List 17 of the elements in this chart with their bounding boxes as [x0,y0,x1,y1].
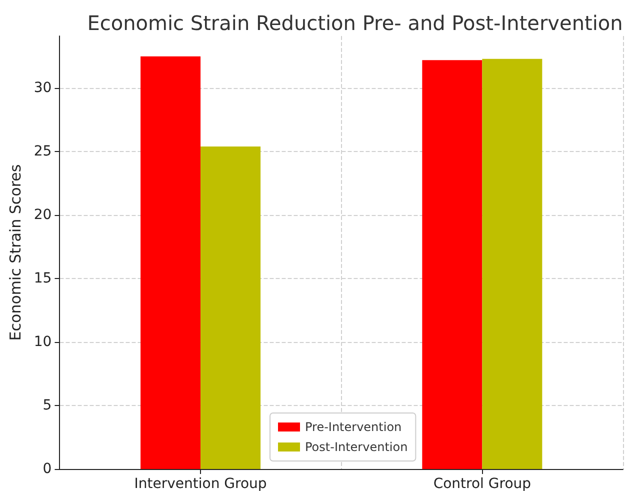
y-tick-label: 15 [34,270,52,287]
y-tick-label: 10 [34,334,52,350]
bar [422,60,482,469]
bar [140,56,201,469]
y-tick-label: 0 [42,461,52,477]
legend-label: Post-Intervention [305,440,408,454]
bar [200,146,261,469]
y-tick-label: 5 [42,398,52,414]
chart-title: Economic Strain Reduction Pre- and Post-Intervention [87,11,623,35]
y-axis-title: Economic Strain Scores [6,164,24,341]
y-tick-label: 20 [34,207,52,224]
x-tick-label: Intervention Group [134,476,267,491]
x-tick-label: Control Group [433,476,532,491]
y-tick-label: 30 [34,80,52,96]
bar [482,58,542,469]
legend-label: Pre-Intervention [305,420,402,434]
y-tick-label: 25 [34,144,52,160]
